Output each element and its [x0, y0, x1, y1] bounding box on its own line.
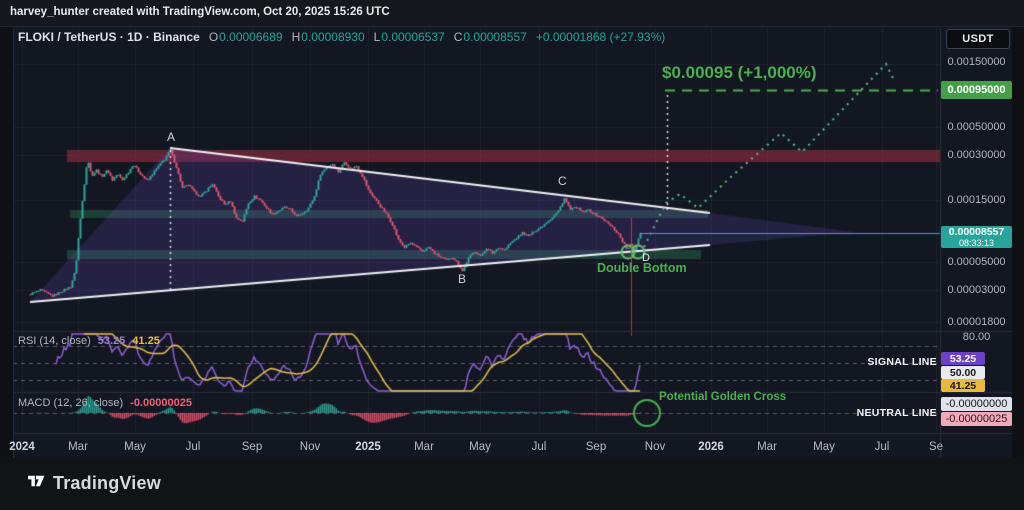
time-tick: 2025	[355, 441, 381, 453]
point-b-label: B	[458, 272, 467, 286]
time-tick: Mar	[414, 441, 434, 453]
rsi-scale-top: 80.00	[962, 331, 991, 343]
price-tick: 0.00001800	[947, 316, 1006, 328]
time-tick: Nov	[299, 441, 321, 453]
time-tick: Mar	[757, 441, 777, 453]
price-target-label[interactable]: $0.00095 (+1,000%)	[662, 63, 817, 82]
rsi-legend[interactable]: RSI (14, close) 53.25 41.25	[18, 335, 160, 347]
time-tick: Sep	[241, 441, 263, 453]
time-tick: May	[124, 441, 146, 453]
attribution-bar	[0, 0, 1024, 27]
time-tick: Mar	[68, 441, 88, 453]
point-a-label: A	[167, 130, 176, 144]
point-c-label: C	[558, 174, 567, 188]
attribution-text: harvey_hunter created with TradingView.c…	[10, 6, 390, 18]
change-value: +0.00001868 (+27.93%)	[535, 30, 666, 44]
macd-value-badge: -0.00000025	[941, 412, 1012, 426]
price-tick: 0.00003000	[947, 284, 1006, 296]
signal-line-label: SIGNAL LINE	[867, 356, 937, 368]
macd-value: -0.00000025	[130, 397, 192, 409]
ohlc-high: H 0.00008930	[291, 30, 365, 44]
rsi-main-value: 53.25	[97, 335, 126, 347]
price-tick: 0.00015000	[947, 194, 1006, 206]
time-tick: 2024	[9, 441, 35, 453]
time-tick: Jul	[874, 441, 890, 453]
ohlc-close: C 0.00008557	[453, 30, 527, 44]
last-price-value: 0.00008557	[948, 225, 1005, 238]
double-bottom-label[interactable]: Double Bottom	[597, 261, 687, 275]
rsi-signal-badge: 41.25	[941, 379, 985, 392]
ohlc-low: L 0.00006537	[373, 30, 445, 44]
time-tick: May	[813, 441, 835, 453]
price-tick: 0.00005000	[947, 256, 1006, 268]
left-margin	[0, 26, 13, 458]
symbol-title: FLOKI / TetherUS · 1D · Binance	[18, 30, 200, 44]
macd-title: MACD (12, 26, close)	[18, 397, 124, 409]
time-tick: Se	[928, 441, 944, 453]
target-price-badge: 0.00095000	[941, 81, 1012, 99]
rsi-signal-value: 41.25	[132, 335, 160, 347]
tradingview-wordmark: TradingView	[53, 473, 161, 493]
right-margin	[1012, 26, 1024, 458]
rsi-title: RSI (14, close)	[18, 335, 91, 347]
time-tick: 2026	[698, 441, 724, 453]
last-price-badge: 0.00008557 08:33:13	[941, 226, 1012, 248]
rsi-midline-badge: 50.00	[941, 366, 985, 379]
point-d-label: D	[642, 252, 650, 264]
footer-bar: TradingView	[0, 458, 1024, 510]
price-tick: 0.00030000	[947, 149, 1006, 161]
time-tick: Jul	[531, 441, 547, 453]
time-tick: Sep	[585, 441, 607, 453]
time-tick: Nov	[644, 441, 666, 453]
macd-zero-badge: -0.00000000	[941, 397, 1012, 411]
price-tick: 0.00050000	[947, 121, 1006, 133]
tradingview-brand[interactable]: TradingView	[28, 473, 161, 494]
golden-cross-label[interactable]: Potential Golden Cross	[659, 391, 787, 403]
macd-legend[interactable]: MACD (12, 26, close) -0.00000025	[18, 397, 192, 409]
bar-countdown: 08:33:13	[958, 237, 995, 248]
neutral-line-label: NEUTRAL LINE	[856, 407, 937, 419]
ohlc-open: O 0.00006689	[208, 30, 283, 44]
time-tick: May	[469, 441, 491, 453]
rsi-value-badge: 53.25	[941, 352, 985, 365]
currency-toggle-button[interactable]: USDT	[946, 29, 1010, 49]
tradingview-logo-icon	[28, 474, 46, 493]
symbol-legend[interactable]: FLOKI / TetherUS · 1D · Binance O 0.00006…	[18, 30, 665, 44]
time-tick: Jul	[185, 441, 201, 453]
price-tick: 0.00150000	[947, 56, 1006, 68]
